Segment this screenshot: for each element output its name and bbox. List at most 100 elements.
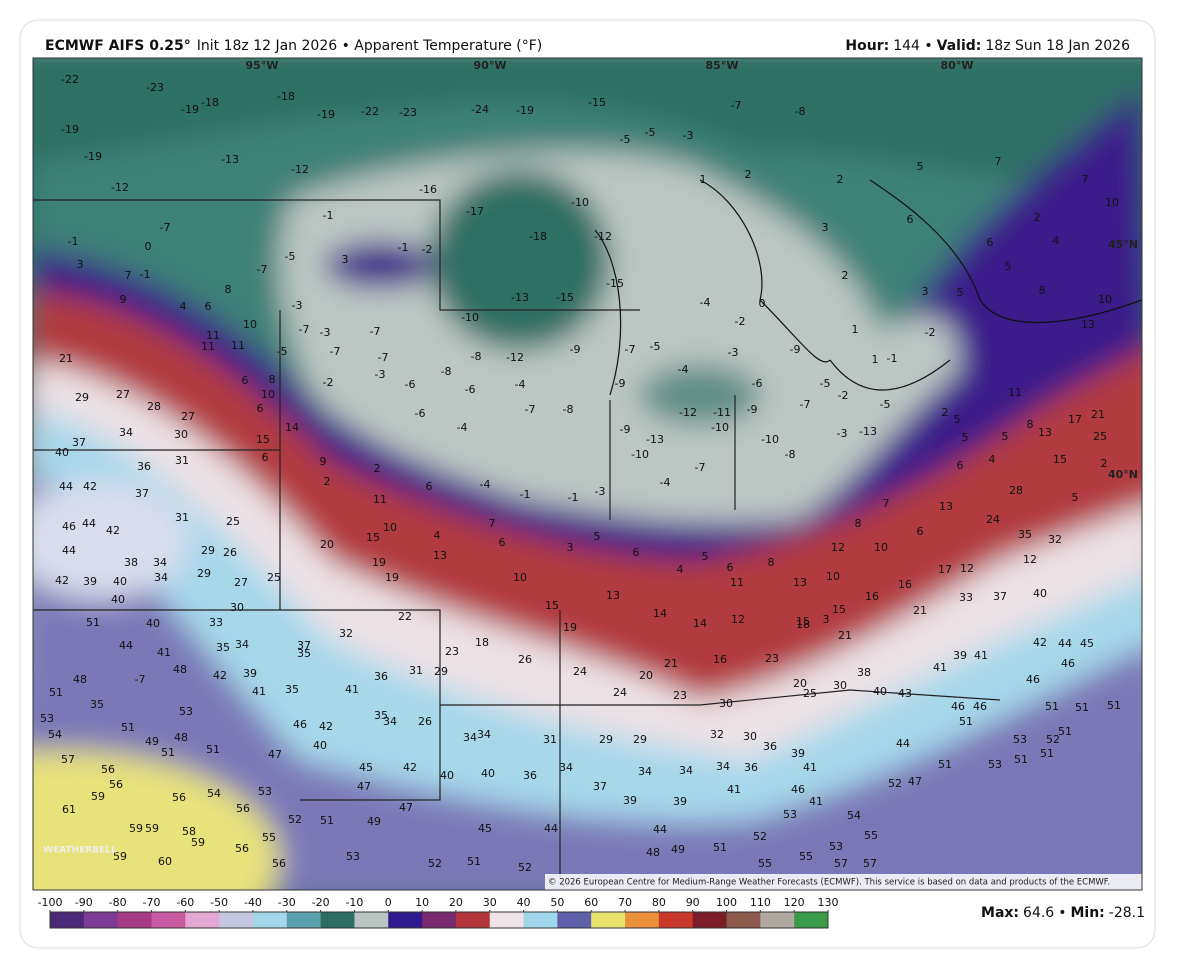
colorbar-tick-label: -70 [142, 896, 160, 909]
temperature-label: 46 [951, 700, 965, 713]
max-label: Max: [981, 905, 1019, 921]
temperature-label: 23 [673, 689, 687, 702]
title: ECMWF AIFS 0.25° Init 18z 12 Jan 2026 • A… [45, 38, 542, 54]
temperature-label: 37 [993, 590, 1007, 603]
colorbar-segment [320, 912, 355, 928]
temperature-label: -23 [399, 106, 417, 119]
temperature-label: 11 [1008, 386, 1022, 399]
temperature-label: -19 [516, 104, 534, 117]
temperature-label: 51 [1014, 753, 1028, 766]
temperature-label: -7 [525, 403, 536, 416]
temperature-label: 9 [120, 293, 127, 306]
temperature-label: 52 [888, 777, 902, 790]
temperature-label: 6 [205, 300, 212, 313]
stats: Max: 64.6 • Min: -28.1 [981, 905, 1145, 921]
temperature-label: -9 [570, 343, 581, 356]
temperature-label: 33 [959, 591, 973, 604]
temperature-label: 37 [135, 487, 149, 500]
colorbar: -100 -90 -80 -70 -60 -50 -40 -30 -20 -10 0 10 20 30 40… [38, 896, 839, 929]
temperature-label: 10 [243, 318, 257, 331]
temperature-label: 21 [664, 657, 678, 670]
temperature-label: -1 [520, 488, 531, 501]
temperature-label: -1 [140, 268, 151, 281]
graticule-labels: 95°W 90°W 85°W 80°W 45°N 40°N [246, 59, 1138, 481]
temperature-label: 35 [90, 698, 104, 711]
temperature-label: 36 [523, 769, 537, 782]
temperature-label: 15 [796, 615, 810, 628]
temperature-label: 8 [269, 373, 276, 386]
temperature-label: 5 [702, 550, 709, 563]
temperature-label: 4 [1053, 234, 1060, 247]
temperature-label: 26 [223, 546, 237, 559]
temperature-label: -5 [620, 133, 631, 146]
temperature-label: 40 [313, 739, 327, 752]
temperature-label: 22 [398, 610, 412, 623]
temperature-label: 8 [225, 283, 232, 296]
temperature-label: 49 [367, 815, 381, 828]
temperature-label: 2 [745, 168, 752, 181]
colorbar-tick-label: -40 [244, 896, 262, 909]
temperature-label: 56 [235, 842, 249, 855]
temperature-label: 59 [113, 850, 127, 863]
temperature-label: 38 [124, 556, 138, 569]
temperature-label: 54 [847, 809, 861, 822]
temperature-label: -4 [515, 378, 526, 391]
temperature-label: 29 [75, 391, 89, 404]
colorbar-tick-label: 110 [750, 896, 771, 909]
temperature-label: -18 [201, 96, 219, 109]
temperature-label: -4 [457, 421, 468, 434]
temperature-label: 36 [374, 670, 388, 683]
temperature-label: -7 [800, 398, 811, 411]
temperature-label: 3 [342, 253, 349, 266]
temperature-label: 34 [235, 638, 249, 651]
temperature-label: -5 [650, 340, 661, 353]
temperature-label: -10 [461, 311, 479, 324]
temperature-label: -3 [320, 326, 331, 339]
temperature-label: 5 [917, 160, 924, 173]
temperature-label: 40 [873, 685, 887, 698]
temperature-label: -3 [683, 129, 694, 142]
hour-label: Hour: [845, 38, 889, 54]
temperature-label: 56 [272, 857, 286, 870]
temperature-label: 39 [623, 794, 637, 807]
temperature-label: 55 [758, 857, 772, 870]
temperature-label: 41 [803, 761, 817, 774]
temperature-label: 13 [793, 576, 807, 589]
colorbar-tick-label: 60 [584, 896, 598, 909]
copyright: © 2026 European Centre for Medium-Range … [548, 878, 1110, 888]
temperature-label: 52 [1046, 733, 1060, 746]
temperature-label: 53 [179, 705, 193, 718]
temperature-label: -3 [292, 299, 303, 312]
temperature-label: 32 [1048, 533, 1062, 546]
temperature-label: -22 [361, 105, 379, 118]
colorbar-segment [591, 912, 626, 928]
temperature-label: 36 [744, 761, 758, 774]
colorbar-segment [422, 912, 457, 928]
colorbar-frame [49, 911, 829, 929]
temperature-label: 6 [426, 480, 433, 493]
temperature-label: 6 [257, 402, 264, 415]
temperature-label: 35 [216, 641, 230, 654]
temperature-label: 30 [719, 697, 733, 710]
temperature-label: 39 [243, 667, 257, 680]
temperature-label: 40 [1033, 587, 1047, 600]
temperature-label: 43 [898, 687, 912, 700]
temperature-label: -6 [405, 378, 416, 391]
colorbar-segment [557, 912, 592, 928]
temperature-label: 59 [129, 822, 143, 835]
temperature-label: 20 [639, 669, 653, 682]
colorbar-tick-label: 100 [716, 896, 737, 909]
temperature-label: 34 [154, 571, 168, 584]
temperature-label: 5 [1072, 491, 1079, 504]
temperature-label: 57 [61, 753, 75, 766]
map: -22-23-19-18 -18-19 -22 -23 -24 -19-15-19-19-… [33, 58, 1142, 890]
temperature-label: -7 [378, 351, 389, 364]
colorbar-segment [185, 912, 220, 928]
temperature-label: 46 [1026, 673, 1040, 686]
temperature-label: 13 [606, 589, 620, 602]
temperature-label: 26 [518, 653, 532, 666]
temperature-label: -7 [695, 461, 706, 474]
graticule-label: 90°W [474, 59, 507, 72]
temperature-label: 6 [907, 213, 914, 226]
temperature-label: -1 [568, 491, 579, 504]
